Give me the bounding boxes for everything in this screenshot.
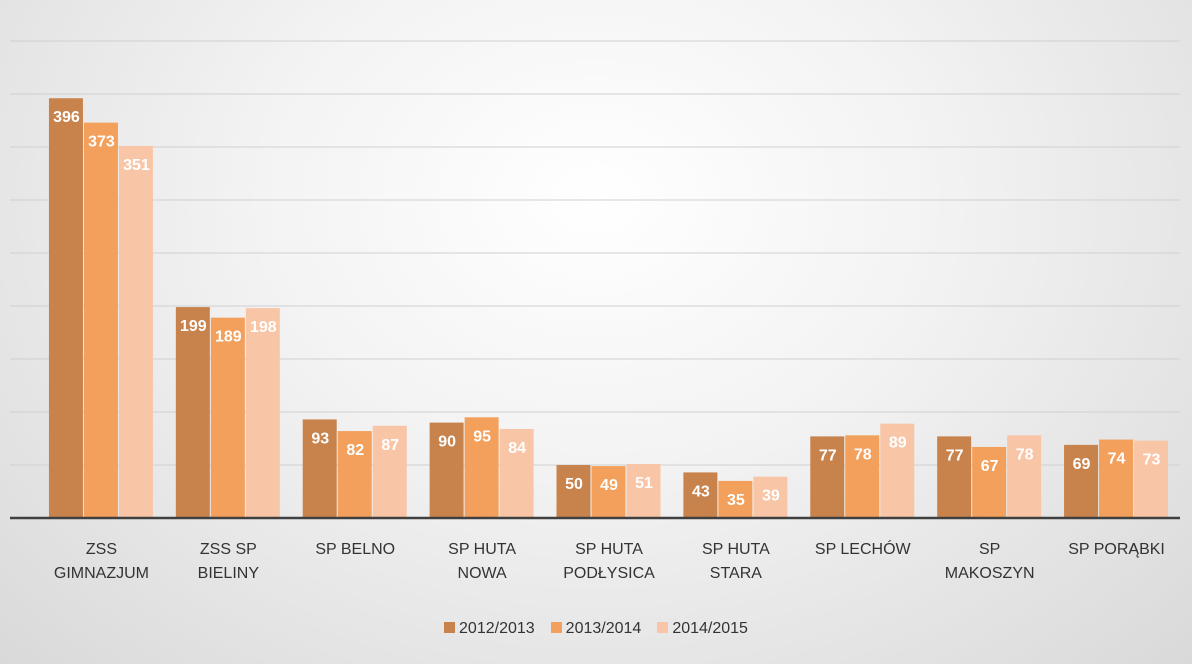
legend-label: 2014/2015 (672, 620, 748, 637)
value-label: 373 (88, 134, 115, 151)
bar (591, 466, 626, 518)
value-label: 78 (1016, 446, 1034, 463)
bar (880, 423, 915, 518)
value-label: 189 (215, 329, 242, 346)
x-tick-label: ZSS GIMNAZJUM (53, 541, 149, 582)
value-label: 78 (854, 446, 872, 463)
value-label: 90 (438, 434, 456, 451)
value-label: 77 (819, 447, 837, 464)
bar (1134, 440, 1169, 518)
bar (845, 435, 880, 518)
legend-label: 2013/2014 (565, 620, 642, 637)
bar (175, 307, 210, 518)
bar (718, 480, 753, 518)
x-tick-label: SP HUTA NOWA (448, 541, 517, 582)
value-label: 84 (508, 440, 526, 457)
legend-item: 2013/2014 (550, 620, 642, 638)
bar (429, 422, 464, 518)
value-label: 49 (600, 477, 618, 494)
x-tick-label: SP BELNO (315, 541, 396, 558)
value-label: 87 (381, 437, 399, 454)
value-label: 43 (692, 483, 710, 500)
legend-swatch (444, 622, 456, 633)
bar (245, 308, 280, 518)
bar (499, 428, 534, 518)
bar (972, 446, 1007, 518)
value-label: 89 (889, 435, 907, 452)
legend-swatch (550, 622, 562, 633)
value-label: 198 (250, 319, 277, 336)
bar (372, 425, 407, 518)
bar (48, 98, 83, 519)
value-label: 95 (473, 428, 491, 445)
legend-item: 2012/2013 (444, 620, 535, 638)
value-label: 93 (311, 430, 329, 447)
x-tick-label: SP HUTA PODŁYSICA (563, 541, 655, 582)
bar (937, 436, 972, 518)
legend-item: 2014/2015 (657, 620, 748, 638)
bar (1007, 435, 1042, 518)
x-tick-label: ZSS SP BIELINY (197, 541, 259, 582)
legend-swatch (657, 622, 669, 633)
bar (118, 145, 153, 518)
legend-label: 2012/2013 (459, 620, 535, 637)
value-label: 35 (727, 492, 745, 509)
bar (83, 122, 118, 519)
bar (753, 476, 788, 518)
bar (302, 419, 337, 518)
bar (683, 472, 718, 518)
bar (1064, 444, 1099, 518)
bar (556, 465, 591, 518)
bar (810, 436, 845, 518)
value-label: 67 (981, 458, 999, 475)
bar (626, 463, 661, 518)
value-label: 199 (180, 318, 207, 335)
x-tick-label: SP LECHÓW (814, 541, 911, 558)
value-label: 82 (346, 442, 364, 459)
bar (1099, 439, 1134, 518)
value-label: 51 (635, 475, 653, 492)
value-label: 74 (1108, 451, 1126, 468)
value-label: 77 (946, 447, 964, 464)
value-label: 73 (1143, 452, 1161, 469)
value-label: 39 (762, 488, 780, 505)
value-label: 50 (565, 476, 583, 493)
value-label: 351 (123, 157, 150, 174)
bar (464, 417, 499, 518)
bar (337, 431, 372, 518)
x-tick-label: SP HUTA STARA (701, 541, 770, 582)
x-tick-label: SP PORĄBKI (1068, 541, 1165, 558)
x-tick-label: SP MAKOSZYN (944, 541, 1035, 582)
legend: 2012/2013 2013/2014 2014/2015 (0, 620, 1192, 638)
value-label: 69 (1073, 456, 1091, 473)
bar (210, 317, 245, 518)
value-label: 396 (53, 109, 80, 126)
